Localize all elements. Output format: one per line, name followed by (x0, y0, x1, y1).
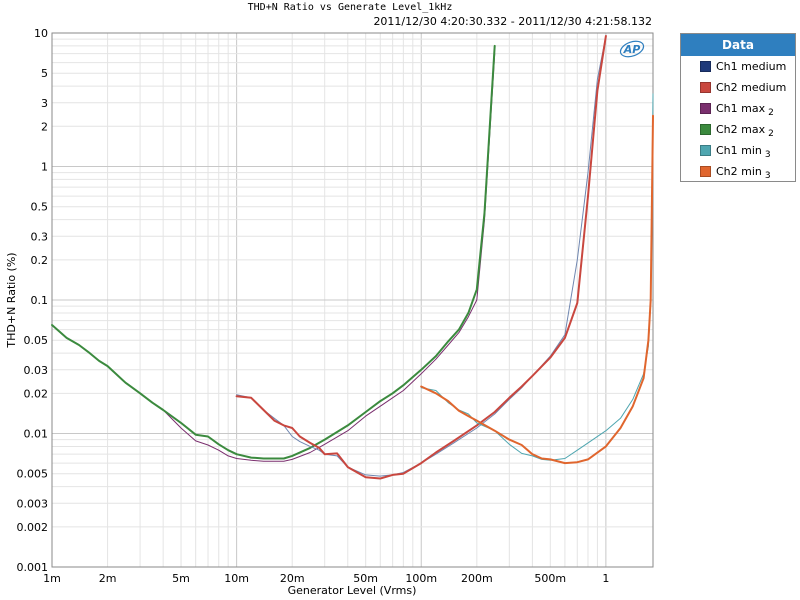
y-tick-label: 5 (41, 67, 48, 80)
y-tick-label: 0.05 (24, 334, 49, 347)
legend-item-ch1-medium[interactable]: Ch1 medium (681, 56, 795, 77)
chart-title: THD+N Ratio vs Generate Level_1kHz (248, 2, 453, 13)
x-tick-label: 200m (461, 572, 493, 585)
x-tick-label: 10m (224, 572, 249, 585)
series-line-ch2-medium (235, 35, 607, 480)
x-tick-label: 1 (602, 572, 609, 585)
x-tick-label: 100m (405, 572, 437, 585)
y-tick-label: 3 (41, 97, 48, 110)
legend-item-ch2-min[interactable]: Ch2 min 3 (681, 161, 795, 182)
series-line-ch1-max (51, 53, 496, 462)
x-tick-label: 5m (172, 572, 190, 585)
x-axis-ticks: 1m 2m 5m 10m 20m 50m 100m 200m 500m 1 (43, 572, 609, 585)
legend-item-ch1-max[interactable]: Ch1 max 2 (681, 98, 795, 119)
y-tick-label: 0.3 (31, 230, 49, 243)
series-line-ch1-min (420, 93, 654, 461)
legend-swatch (700, 124, 711, 135)
x-tick-label: 1m (43, 572, 61, 585)
ap-logo-mark: AP (619, 40, 645, 58)
legend-panel: Data Ch1 medium Ch2 medium Ch1 max 2 Ch2 … (680, 33, 796, 182)
y-tick-label: 0.02 (24, 387, 49, 400)
legend-swatch (700, 103, 711, 114)
x-tick-label: 500m (534, 572, 566, 585)
y-tick-label: 0.005 (17, 468, 49, 481)
plot-area-border (51, 32, 654, 568)
y-tick-label: 0.003 (17, 497, 49, 510)
y-tick-label: 0.5 (31, 201, 49, 214)
x-tick-label: 20m (280, 572, 305, 585)
legend-swatch (700, 145, 711, 156)
svg-text:AP: AP (623, 43, 641, 56)
y-tick-label: 10 (34, 27, 48, 40)
legend-label: Ch1 max 2 (716, 102, 774, 118)
series-line-ch2-min (420, 114, 654, 465)
legend-swatch (700, 61, 711, 72)
legend-label: Ch1 medium (716, 60, 787, 73)
series-lines (51, 35, 654, 480)
legend-item-ch1-min[interactable]: Ch1 min 3 (681, 140, 795, 161)
y-tick-label: 0.1 (31, 294, 49, 307)
legend-item-ch2-medium[interactable]: Ch2 medium (681, 77, 795, 98)
y-tick-label: 0.002 (17, 521, 49, 534)
y-tick-label: 2 (41, 120, 48, 133)
y-tick-label: 0.01 (24, 428, 49, 441)
grid (52, 33, 653, 567)
x-tick-label: 50m (353, 572, 378, 585)
y-tick-label: 0.2 (31, 254, 49, 267)
y-tick-label: 0.03 (24, 364, 49, 377)
ap-logo: AP (619, 40, 645, 58)
x-tick-label: 2m (99, 572, 117, 585)
legend-label: Ch2 medium (716, 81, 787, 94)
y-axis-ticks: 10 5 3 2 1 0.5 0.3 0.2 0.1 0.05 0.03 0.02 0.01 0.005 0… (17, 27, 49, 574)
y-axis-title: THD+N Ratio (%) (5, 252, 18, 348)
legend-label: Ch2 min 3 (716, 165, 771, 181)
legend-swatch (700, 82, 711, 93)
legend-label: Ch2 max 2 (716, 123, 774, 139)
chart-subtitle: 2011/12/30 4:20:30.332 - 2011/12/30 4:21… (373, 15, 652, 28)
legend-swatch (700, 166, 711, 177)
series-line-ch2-max (51, 44, 496, 460)
legend-item-ch2-max[interactable]: Ch2 max 2 (681, 119, 795, 140)
legend-label: Ch1 min 3 (716, 144, 771, 160)
legend-header: Data (681, 34, 795, 56)
x-axis-title: Generator Level (Vrms) (288, 584, 417, 597)
y-tick-label: 1 (41, 161, 48, 174)
y-tick-label: 0.001 (17, 561, 49, 574)
